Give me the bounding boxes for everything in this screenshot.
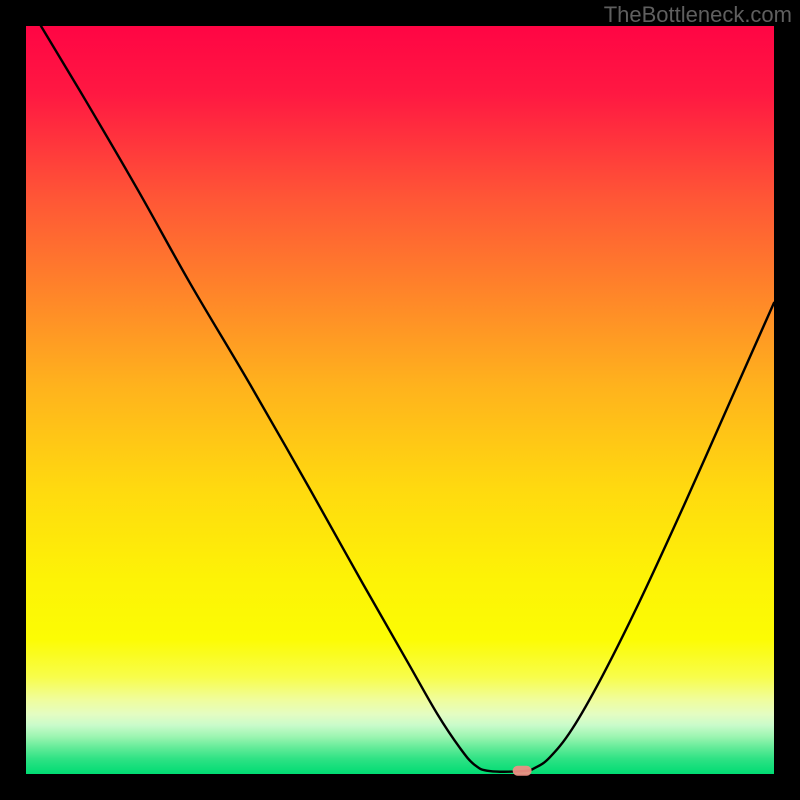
watermark-text: TheBottleneck.com bbox=[604, 2, 792, 28]
plot-area bbox=[26, 26, 774, 774]
bottleneck-curve bbox=[41, 26, 774, 772]
curve-layer bbox=[26, 26, 774, 774]
optimum-marker bbox=[513, 766, 532, 776]
chart-frame: TheBottleneck.com bbox=[0, 0, 800, 800]
